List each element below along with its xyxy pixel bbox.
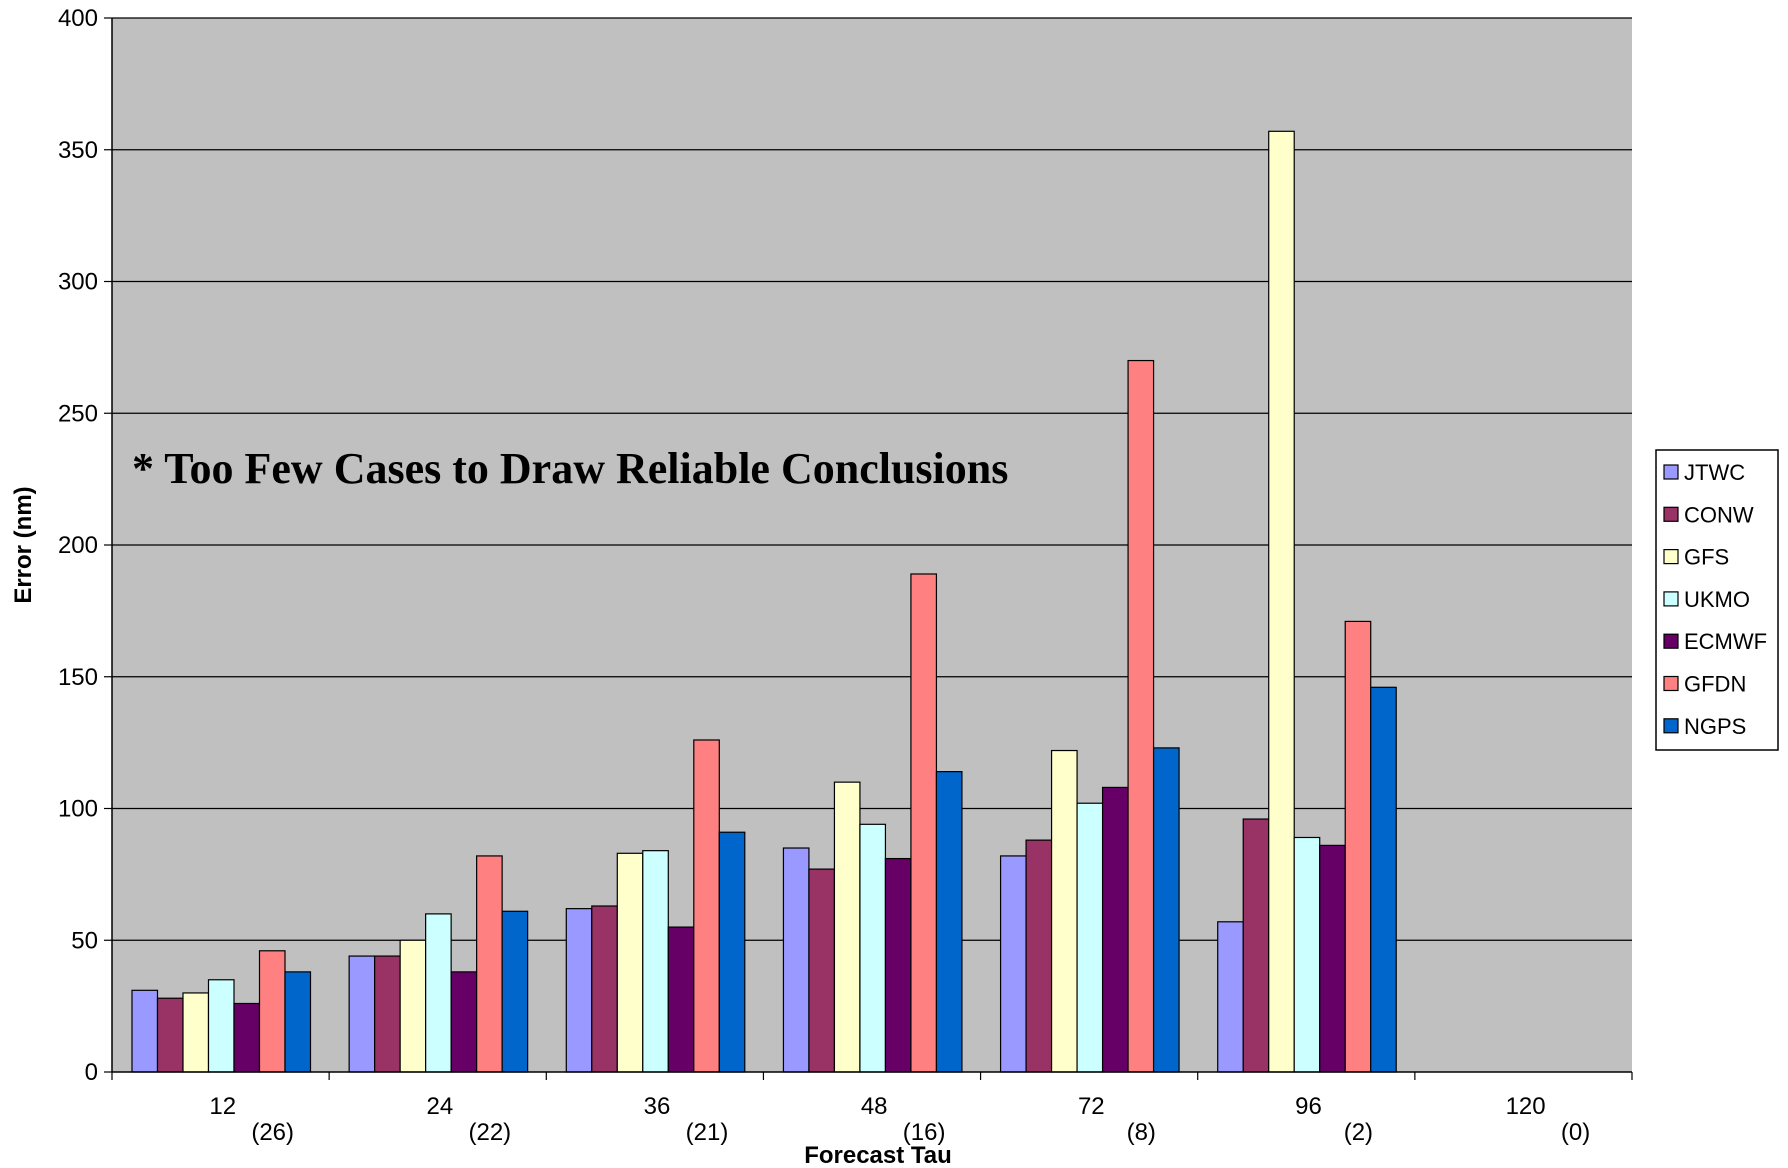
bar-jtwc-96 [1217,921,1244,1073]
bar-ukmo-36 [642,850,669,1073]
legend-label-jtwc: JTWC [1684,460,1745,485]
bar-gfdn-72 [1127,359,1155,1073]
legend-swatch-gfs [1663,548,1679,565]
bar-ngps-12 [284,971,312,1073]
case-count-label: (21) [686,1119,729,1146]
bar-conw-96 [1242,818,1270,1073]
bar-ukmo-48 [859,823,887,1073]
case-count-label: (22) [468,1119,511,1146]
legend-swatch-ukmo [1663,591,1679,607]
bar-gfdn-96 [1344,620,1372,1073]
bar-gfs-24 [399,939,427,1073]
bar-ngps-72 [1152,747,1180,1073]
bar-ngps-96 [1370,686,1397,1073]
legend-label-conw: CONW [1684,502,1754,527]
bar-gfdn-24 [476,855,503,1073]
bar-gfs-12 [182,992,210,1073]
y-tick-label: 200 [58,532,98,559]
bar-ecmwf-48 [884,857,912,1073]
case-count-label: (26) [251,1119,294,1146]
bar-gfs-72 [1050,749,1078,1073]
annotation-note: * Too Few Cases to Draw Reliable Conclus… [132,444,1008,493]
y-tick-label: 300 [58,269,98,296]
gridlines [112,17,1632,941]
x-tick-label: 36 [644,1093,671,1120]
x-tick-label: 72 [1078,1093,1105,1120]
bar-gfdn-48 [910,573,938,1073]
bar-jtwc-24 [348,955,376,1073]
y-axis-label: Error (nm) [10,486,37,603]
case-count-label: (2) [1344,1119,1373,1146]
legend-label-gfs: GFS [1684,545,1729,570]
y-tick-label: 150 [58,664,98,691]
bar-conw-36 [591,905,618,1073]
bar-ukmo-72 [1076,802,1104,1073]
bar-ngps-36 [718,831,746,1073]
y-tick-label: 350 [58,137,98,164]
legend: JTWC CONW GFS UKMO ECMWF GFDN NGPS [1655,449,1779,751]
bar-conw-72 [1025,839,1053,1073]
bar-ukmo-24 [425,913,452,1073]
case-count-label: (0) [1561,1119,1590,1146]
x-axis-ticks: 12 (26) 24 (22) 36 (21) 48 (16) 72 (8) 96 (2) 120 (0) [209,1093,1590,1146]
axes [104,17,1633,1080]
y-tick-label: 100 [58,796,98,823]
bar-ngps-48 [935,771,963,1073]
y-axis-ticks: 0 50 100 150 200 250 300 350 400 [58,5,98,1086]
bar-ecmwf-96 [1319,844,1346,1073]
x-tick-label: 96 [1295,1093,1322,1120]
bar-ukmo-96 [1293,836,1321,1073]
bar-conw-24 [374,955,401,1073]
y-tick-label: 50 [71,927,98,954]
bar-ecmwf-12 [233,1002,261,1073]
bar-conw-12 [156,997,184,1073]
bar-ecmwf-36 [667,926,695,1073]
x-tick-label: 48 [861,1093,888,1120]
legend-swatch-ecmwf [1663,633,1679,649]
legend-swatch-conw [1663,506,1679,522]
y-tick-label: 400 [58,5,98,32]
bar-jtwc-36 [565,908,593,1073]
bar-gfdn-36 [693,739,720,1073]
bar-jtwc-48 [782,847,810,1073]
bar-gfs-96 [1268,130,1295,1073]
case-count-label: (8) [1127,1119,1156,1146]
bar-jtwc-12 [131,989,159,1073]
legend-label-ngps: NGPS [1684,714,1746,739]
bar-gfs-48 [833,781,861,1073]
bar-ecmwf-72 [1101,786,1129,1073]
bar-gfs-36 [616,852,644,1073]
legend-label-gfdn: GFDN [1684,672,1746,697]
legend-label-ecmwf: ECMWF [1684,629,1767,654]
x-tick-label: 120 [1506,1093,1546,1120]
bar-ngps-24 [501,910,529,1073]
bars [131,130,1397,1073]
bar-conw-48 [808,868,836,1073]
bar-ecmwf-24 [450,971,478,1073]
bar-jtwc-72 [999,855,1027,1073]
x-axis-label: Forecast Tau [804,1142,952,1168]
legend-swatch-jtwc [1663,464,1679,480]
legend-label-ukmo: UKMO [1684,587,1750,612]
y-tick-label: 250 [58,400,98,427]
legend-swatch-gfdn [1663,675,1679,692]
bar-ukmo-12 [207,979,235,1073]
x-tick-label: 24 [427,1093,454,1120]
x-tick-label: 12 [209,1093,236,1120]
y-tick-label: 0 [85,1059,98,1086]
case-count-label: (16) [903,1119,946,1146]
legend-swatch-ngps [1663,718,1679,734]
bar-gfdn-12 [258,950,286,1073]
